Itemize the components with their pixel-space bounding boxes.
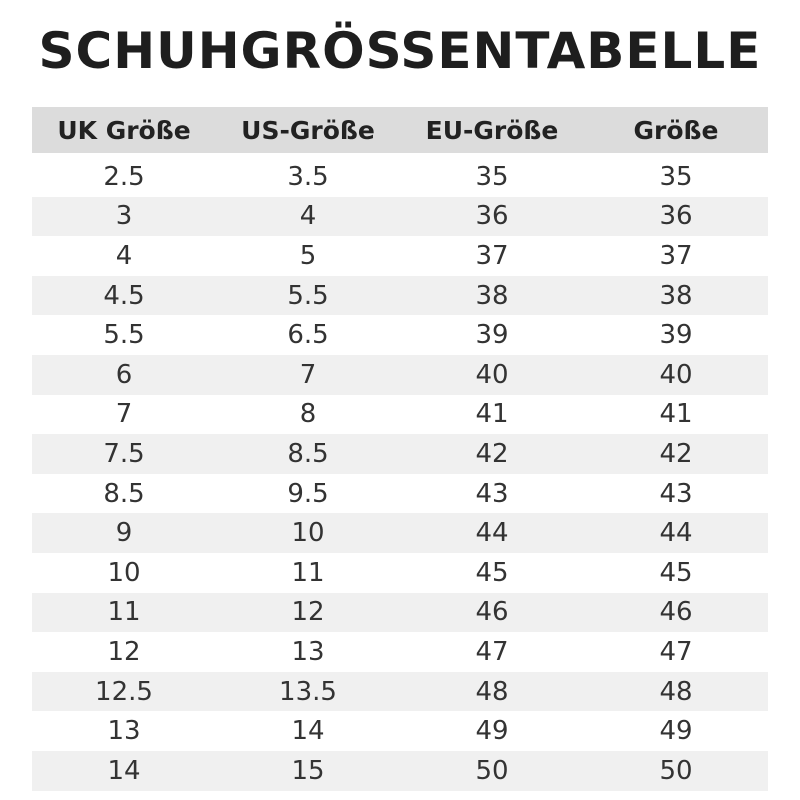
- cell-size: 46: [659, 597, 693, 628]
- size-table: UK Größe US-Größe EU-Größe Größe 2.5 3.5 3…: [32, 107, 768, 791]
- cell-eu: 43: [475, 478, 509, 509]
- header-eu: EU-Größe: [425, 115, 559, 145]
- table-row: 13 14 49 49: [32, 711, 768, 751]
- cell-uk: 5.5: [103, 320, 145, 351]
- cell-eu: 41: [475, 399, 509, 430]
- cell-us: 4: [299, 201, 317, 232]
- cell-size: 45: [659, 557, 693, 588]
- cell-us: 8: [299, 399, 317, 430]
- cell-us: 8.5: [287, 438, 329, 469]
- header-size: Größe: [633, 115, 719, 145]
- cell-eu: 44: [475, 518, 509, 549]
- cell-eu: 47: [475, 636, 509, 667]
- cell-us: 13: [291, 636, 325, 667]
- cell-eu: 36: [475, 201, 509, 232]
- cell-size: 48: [659, 676, 693, 707]
- cell-size: 40: [659, 359, 693, 390]
- cell-us: 10: [291, 518, 325, 549]
- table-row: 2.5 3.5 35 35: [32, 157, 768, 197]
- cell-uk: 7: [115, 399, 133, 430]
- table-row: 11 12 46 46: [32, 592, 768, 633]
- table-row: 3 4 36 36: [32, 196, 768, 237]
- cell-size: 50: [659, 755, 693, 786]
- table-row: 8.5 9.5 43 43: [32, 474, 768, 514]
- cell-eu: 48: [475, 676, 509, 707]
- cell-size: 44: [659, 518, 693, 549]
- cell-eu: 49: [475, 716, 509, 747]
- cell-eu: 38: [475, 280, 509, 311]
- cell-uk: 10: [107, 557, 141, 588]
- cell-uk: 8.5: [103, 478, 145, 509]
- cell-eu: 50: [475, 755, 509, 786]
- cell-eu: 35: [475, 161, 509, 192]
- cell-uk: 11: [107, 597, 141, 628]
- cell-size: 49: [659, 716, 693, 747]
- cell-uk: 13: [107, 716, 141, 747]
- cell-us: 5: [299, 240, 317, 271]
- cell-size: 36: [659, 201, 693, 232]
- cell-size: 38: [659, 280, 693, 311]
- cell-uk: 12.5: [95, 676, 153, 707]
- cell-us: 12: [291, 597, 325, 628]
- cell-size: 37: [659, 240, 693, 271]
- page-title: SCHUHGRÖSSENTABELLE: [38, 22, 762, 80]
- table-row: 12 13 47 47: [32, 632, 768, 672]
- cell-us: 14: [291, 716, 325, 747]
- cell-us: 15: [291, 755, 325, 786]
- cell-eu: 46: [475, 597, 509, 628]
- cell-us: 7: [299, 359, 317, 390]
- header-uk: UK Größe: [57, 115, 191, 145]
- table-row: 5.5 6.5 39 39: [32, 315, 768, 355]
- cell-size: 41: [659, 399, 693, 430]
- table-body: 2.5 3.5 35 35 3 4 36 36 4 5 37 37 4.5 5.5 38 38 5.5 6.5 39…: [32, 157, 768, 791]
- cell-uk: 3: [115, 201, 133, 232]
- cell-eu: 40: [475, 359, 509, 390]
- cell-us: 5.5: [287, 280, 329, 311]
- cell-us: 6.5: [287, 320, 329, 351]
- table-row: 7 8 41 41: [32, 395, 768, 435]
- cell-size: 47: [659, 636, 693, 667]
- table-row: 12.5 13.5 48 48: [32, 671, 768, 712]
- table-row: 7.5 8.5 42 42: [32, 434, 768, 474]
- cell-eu: 42: [475, 438, 509, 469]
- table-row: 4 5 37 37: [32, 236, 768, 276]
- cell-eu: 45: [475, 557, 509, 588]
- cell-us: 11: [291, 557, 325, 588]
- cell-size: 42: [659, 438, 693, 469]
- cell-uk: 12: [107, 636, 141, 667]
- table-row: 10 11 45 45: [32, 553, 768, 593]
- cell-size: 35: [659, 161, 693, 192]
- cell-size: 43: [659, 478, 693, 509]
- cell-us: 9.5: [287, 478, 329, 509]
- table-row: 6 7 40 40: [32, 354, 768, 395]
- cell-size: 39: [659, 320, 693, 351]
- cell-eu: 37: [475, 240, 509, 271]
- cell-uk: 2.5: [103, 161, 145, 192]
- cell-us: 3.5: [287, 161, 329, 192]
- cell-uk: 7.5: [103, 438, 145, 469]
- cell-uk: 6: [115, 359, 133, 390]
- table-row: 14 15 50 50: [32, 750, 768, 791]
- cell-uk: 4: [115, 240, 133, 271]
- header-us: US-Größe: [241, 115, 375, 145]
- table-row: 9 10 44 44: [32, 513, 768, 553]
- cell-us: 13.5: [279, 676, 337, 707]
- cell-uk: 14: [107, 755, 141, 786]
- cell-uk: 4.5: [103, 280, 145, 311]
- cell-uk: 9: [115, 518, 133, 549]
- cell-eu: 39: [475, 320, 509, 351]
- table-row: 4.5 5.5 38 38: [32, 275, 768, 316]
- table-header: UK Größe US-Größe EU-Größe Größe: [32, 107, 768, 153]
